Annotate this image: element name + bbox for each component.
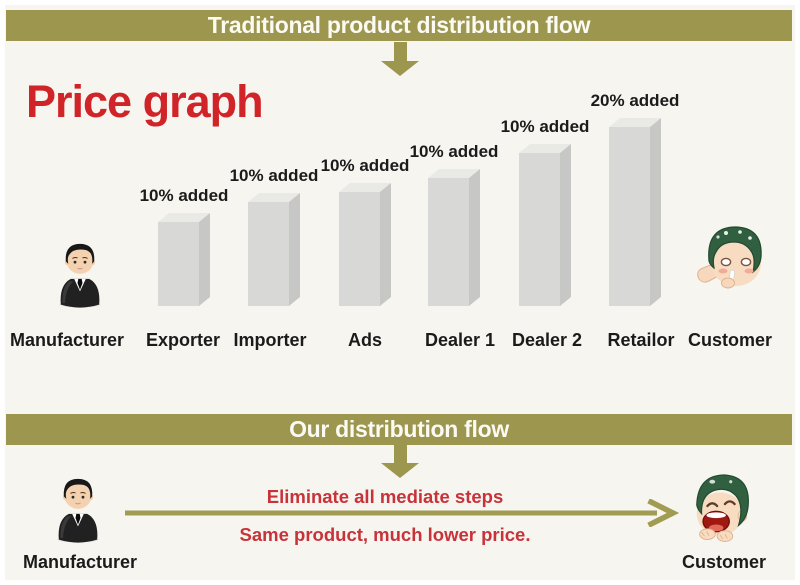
bottom-label-customer: Customer [681,552,766,572]
price-bar-ads [339,183,391,311]
price-bar-dealer-2 [519,144,571,311]
chain-label-dealer-2: Dealer 2 [511,330,583,350]
chain-label-importer: Importer [233,330,307,350]
price-bar-dealer-1 [428,169,480,311]
top-banner-title: Traditional product distribution flow [6,10,792,41]
chain-label-customer: Customer [687,330,772,350]
customer-icon [692,221,770,300]
down-arrow-icon [381,42,419,76]
down-arrow-icon [381,444,419,478]
message-lower-price: Same product, much lower price. [239,524,531,545]
price-bar-retailor [609,118,661,311]
chain-label-ads: Ads [347,330,382,350]
added-percent-label: 20% added [590,91,680,110]
chain-label-manufacturer: Manufacturer [9,330,125,350]
manufacturer-icon [53,468,103,553]
bottom-label-manufacturer: Manufacturer [22,552,138,572]
price-bar-importer [248,193,300,311]
customer-icon [688,470,756,547]
added-percent-label: 10% added [500,117,590,136]
added-percent-label: 10% added [409,142,499,161]
bottom-banner-title: Our distribution flow [6,414,792,445]
right-arrow-icon [125,499,680,527]
price-graph-title: Price graph [26,76,264,127]
chain-label-retailor: Retailor [607,330,675,350]
price-bar-exporter [158,213,210,311]
chain-label-dealer-1: Dealer 1 [424,330,496,350]
manufacturer-icon [55,232,105,319]
added-percent-label: 10% added [320,156,410,175]
added-percent-label: 10% added [229,166,319,185]
message-eliminate-steps: Eliminate all mediate steps [266,486,504,507]
chain-label-exporter: Exporter [145,330,221,350]
added-percent-label: 10% added [139,186,229,205]
